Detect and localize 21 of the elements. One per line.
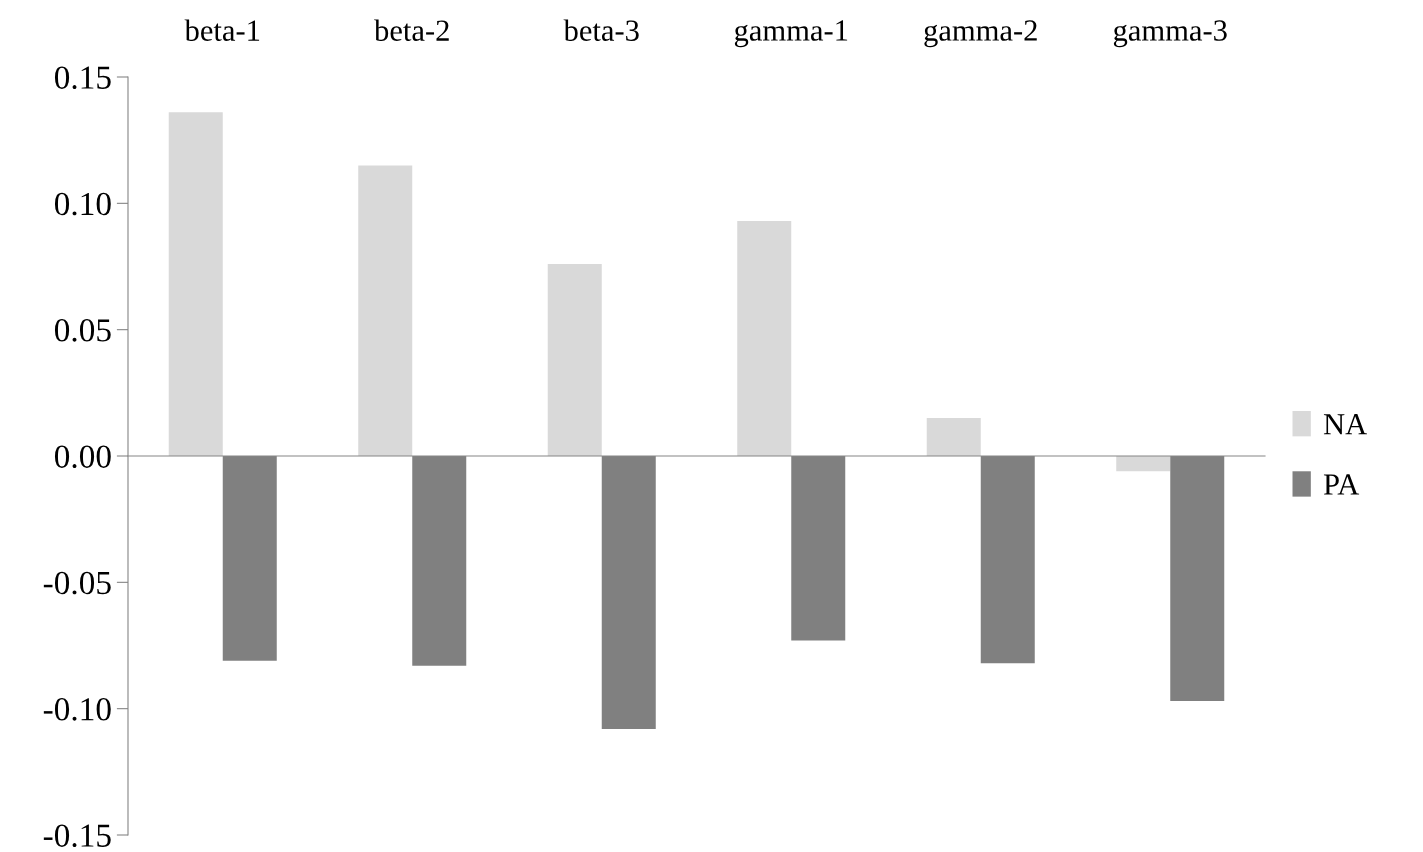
y-tick-label: -0.10	[43, 698, 111, 721]
bar	[358, 165, 413, 456]
bar	[926, 418, 981, 456]
y-tick-label: 0.10	[54, 192, 111, 216]
x-tick-label: gamma-1	[734, 20, 848, 48]
y-tick-label: 0.05	[54, 319, 111, 342]
legend-label: NA	[1323, 414, 1367, 435]
x-tick-label: beta-1	[184, 19, 260, 41]
y-tick-label: 0.15	[54, 66, 111, 90]
bar	[1116, 456, 1171, 472]
bar	[737, 221, 792, 456]
x-tick-label: beta-3	[563, 19, 639, 41]
y-tick-label: 0.00	[54, 445, 111, 469]
legend-label: PA	[1323, 474, 1360, 495]
x-tick-label: gamma-3	[1113, 20, 1227, 48]
bar	[168, 112, 223, 456]
x-tick-label: gamma-2	[924, 20, 1037, 48]
y-tick-label: -0.05	[43, 571, 111, 595]
x-tick-label: beta-2	[374, 19, 449, 41]
y-tick-label: -0.15	[43, 824, 111, 848]
bar	[547, 263, 602, 456]
